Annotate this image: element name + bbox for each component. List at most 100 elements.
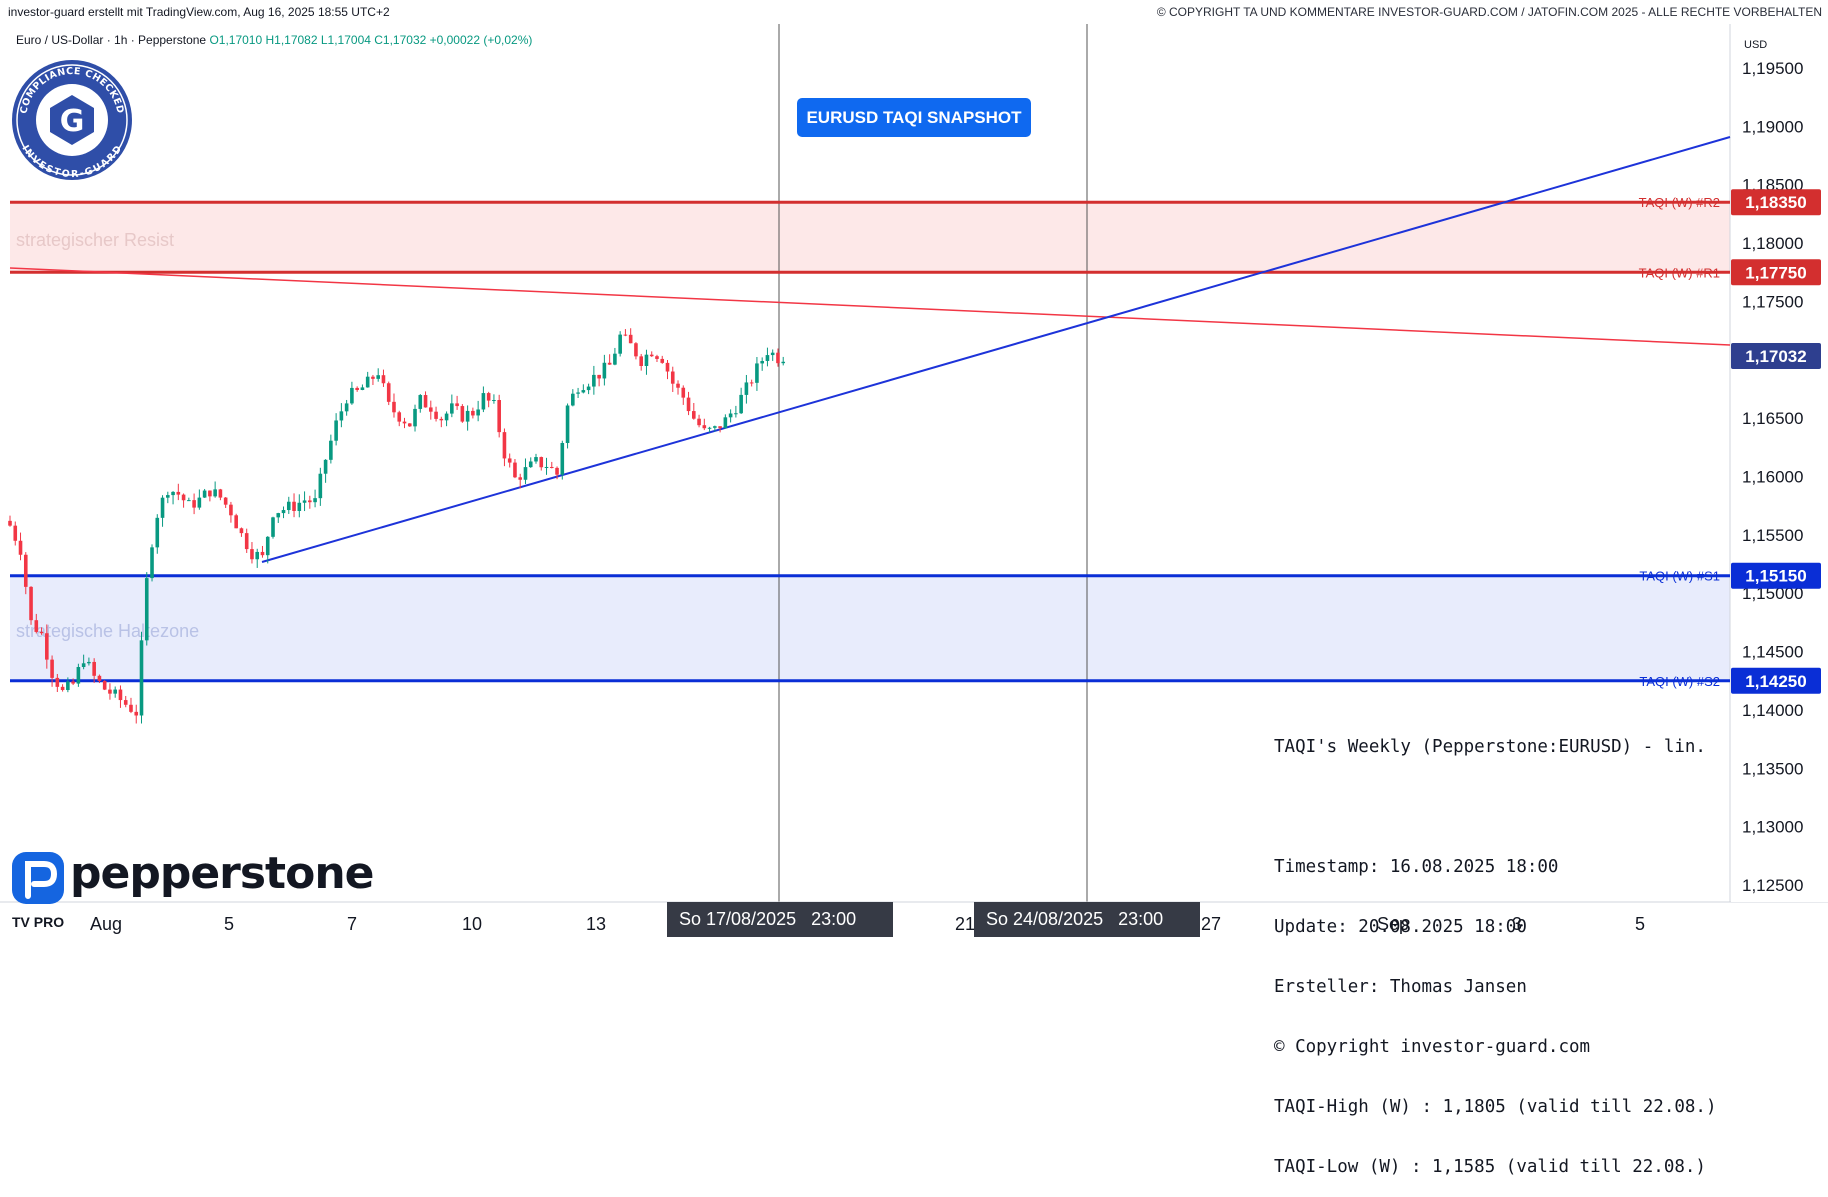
candle-body [313, 498, 317, 503]
candle-body [271, 517, 275, 537]
candle-body [213, 489, 217, 497]
candle-body [160, 497, 165, 518]
candle-body [776, 352, 780, 364]
candle-body [723, 417, 728, 429]
candle-body [29, 586, 33, 621]
candle-body [371, 376, 375, 379]
level-name: TAQI (W) #S1 [1639, 569, 1720, 584]
time-tick-label: 27 [1201, 914, 1221, 934]
candle-body [97, 675, 102, 681]
info-line-taqi-low: TAQI-Low (W) : 1,1585 (valid till 22.08.… [1274, 1157, 1706, 1177]
falling-trendline [9, 267, 1731, 346]
price-tick-label: 1,15500 [1742, 526, 1803, 545]
candle-body [144, 578, 149, 641]
candle-body [602, 362, 607, 379]
price-axis[interactable]: USD 1,12500 1,13000 1,13500 1,14000 1,14500 1,… [1731, 24, 1828, 902]
candle-body [770, 352, 775, 356]
time-tick-label: 10 [462, 914, 482, 934]
time-tick-label: 13 [586, 914, 606, 934]
time-tick-label: 3 [1512, 914, 1522, 934]
candle-body [571, 393, 575, 406]
candle-body [544, 466, 549, 468]
ohlc-values: O1,17010 H1,17082 L1,17004 C1,17032 +0,0… [209, 33, 533, 47]
candle-body [565, 405, 570, 443]
price-tick-label: 1,19500 [1742, 59, 1803, 78]
candle-body [618, 334, 622, 354]
level-price-tag [1731, 259, 1821, 286]
price-tick-label: 1,16000 [1742, 468, 1803, 487]
candle-body [34, 620, 39, 632]
crosshair-date-badge-1: So 17/08/2025 23:00 [667, 902, 893, 937]
candle-body [471, 410, 475, 416]
candle-body [308, 500, 312, 503]
candle-body [18, 540, 23, 555]
candle-body [413, 408, 417, 427]
candle-body [502, 432, 507, 459]
candle-body [481, 393, 486, 410]
candle-body [655, 356, 659, 359]
candle-body [702, 425, 707, 429]
candle-body [507, 458, 512, 463]
candle-body [639, 356, 643, 366]
candle-body [407, 423, 412, 427]
candle-body [45, 633, 49, 660]
candle-body [539, 457, 544, 468]
candle-body [665, 362, 670, 372]
candle-body [13, 525, 18, 541]
candle-body [202, 490, 207, 498]
time-axis[interactable]: Aug 5 7 10 13 21 27 Sep 3 5 [90, 914, 1645, 934]
date-badge-date: So 24/08/2025 [986, 909, 1104, 929]
candle-body [455, 403, 459, 407]
session-lines [0, 24, 1828, 903]
date-badge-time: 23:00 [811, 909, 857, 929]
candle-body [718, 426, 722, 429]
rising-trendline [261, 136, 1731, 563]
symbol-legend[interactable]: Euro / US-Dollar · 1h · Pepperstone O1,1… [16, 33, 532, 47]
time-tick-label: Aug [90, 914, 122, 934]
candle-body [323, 459, 328, 474]
candle-body [218, 489, 223, 498]
candle-body [576, 392, 580, 394]
seal-letter: G [60, 104, 85, 139]
candle-body [23, 554, 28, 587]
price-tick-label: 1,19000 [1742, 117, 1803, 136]
candle-body [318, 473, 323, 499]
crosshair-date-badge-2: So 24/08/2025 23:00 [974, 902, 1200, 937]
candle-body [355, 387, 359, 390]
candle-body [707, 427, 712, 429]
candle-body [460, 406, 465, 422]
date-badge-date: So 17/08/2025 [679, 909, 797, 929]
candle-body [76, 667, 81, 684]
candle-body [739, 394, 743, 414]
candle-body [123, 700, 128, 705]
candle-body [586, 386, 591, 391]
last-price-label: 1,17032 [1745, 347, 1806, 366]
candle-body [113, 689, 117, 694]
level-name: TAQI (W) #S2 [1639, 674, 1720, 689]
candle-body [276, 513, 281, 518]
candle-body [134, 711, 139, 716]
candle-body [528, 461, 533, 468]
symbol-name: Euro / US-Dollar · 1h · Pepperstone [16, 33, 207, 47]
candle-body [660, 358, 665, 363]
creator-caption: investor-guard erstellt mit TradingView.… [8, 5, 390, 19]
candle-body [166, 495, 170, 498]
candle-body [755, 363, 759, 383]
candle-body [749, 382, 754, 384]
candle-body [518, 477, 523, 480]
candle-body [623, 334, 628, 336]
candle-body [649, 354, 654, 357]
candle-body [781, 361, 786, 364]
candle-body [686, 397, 691, 412]
candlestick-chart[interactable]: strategischer Resist strategische Haltezo… [0, 0, 1828, 937]
candle-body [376, 375, 380, 379]
tradingview-logo[interactable]: TV PRO [12, 914, 65, 930]
candle-body [697, 418, 701, 426]
snapshot-badge: EURUSD TAQI SNAPSHOT [797, 98, 1031, 137]
candle-body [118, 689, 123, 701]
candle-body [255, 551, 260, 560]
candle-body [397, 412, 402, 422]
candle-body [292, 501, 296, 511]
candle-body [250, 549, 254, 560]
level-price-label: 1,18350 [1745, 193, 1806, 212]
